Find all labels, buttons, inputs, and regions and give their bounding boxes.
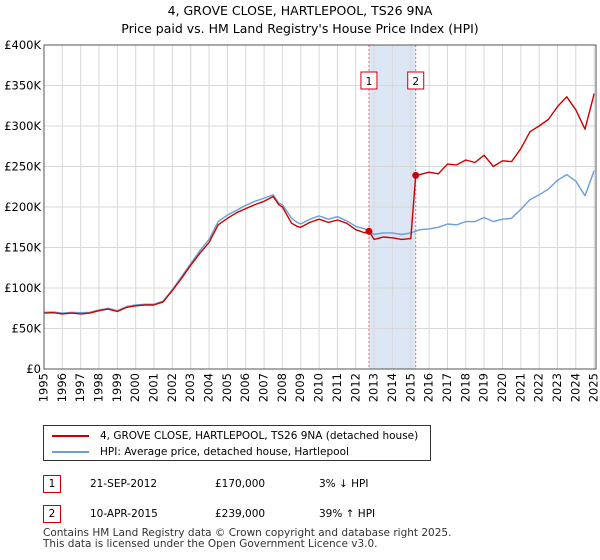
chart-legend: 4, GROVE CLOSE, HARTLEPOOL, TS26 9NA (de…	[43, 425, 431, 461]
chart-title: 4, GROVE CLOSE, HARTLEPOOL, TS26 9NA Pri…	[0, 2, 600, 38]
x-tick-label: 1998	[92, 373, 106, 402]
x-tick-label: 1999	[110, 373, 124, 402]
sale-price-2: £239,000	[215, 508, 266, 520]
legend-label-hpi: HPI: Average price, detached house, Hart…	[100, 446, 349, 458]
legend-swatch-property	[52, 435, 89, 437]
sale-hpi-2: 39% ↑ HPI	[319, 508, 376, 520]
x-tick-label: 1996	[55, 373, 69, 402]
x-tick-label: 2000	[128, 373, 142, 402]
x-tick-label: 2015	[403, 373, 417, 402]
footer-line2: This data is licensed under the Open Gov…	[43, 538, 378, 550]
x-tick-label: 1995	[37, 373, 51, 402]
plot-border	[43, 44, 597, 370]
y-tick-label: £100K	[4, 281, 41, 295]
property-price-line	[43, 93, 595, 315]
y-tick-label: £400K	[4, 38, 41, 52]
x-tick-label: 2013	[367, 373, 381, 402]
x-tick-label: 2019	[477, 373, 491, 402]
chart-title-line1: 4, GROVE CLOSE, HARTLEPOOL, TS26 9NA	[167, 3, 433, 18]
y-tick-label: £250K	[4, 160, 41, 174]
x-tick-label: 2024	[568, 373, 582, 402]
sale-1-label: 1	[366, 76, 373, 88]
x-tick-label: 2003	[183, 373, 197, 402]
legend-swatch-hpi	[52, 451, 89, 453]
sale-date-1: 21-SEP-2012	[90, 478, 158, 490]
x-tick-label: 2001	[147, 373, 161, 402]
x-tick-label: 2005	[220, 373, 234, 402]
y-tick-label: £50K	[12, 322, 42, 336]
x-tick-label: 2004	[202, 373, 216, 402]
sale-price-1: £170,000	[215, 478, 266, 490]
y-tick-label: £200K	[4, 200, 41, 214]
x-tick-label: 2020	[495, 373, 509, 402]
x-tick-label: 2021	[513, 373, 527, 402]
x-tick-label: 2018	[458, 373, 472, 402]
sale-hpi-1: 3% ↓ HPI	[319, 478, 369, 490]
footer-attribution: Contains HM Land Registry data © Crown c…	[43, 528, 451, 550]
x-tick-label: 2007	[257, 373, 271, 402]
x-tick-label: 1997	[73, 373, 87, 402]
hpi-line	[43, 170, 595, 314]
x-tick-label: 2012	[348, 373, 362, 402]
price-chart: £0 £50K £100K £150K £200K £250K £300K £350K £400…	[4, 38, 600, 402]
sale-date-2: 10-APR-2015	[90, 508, 158, 520]
footer-line1: Contains HM Land Registry data © Crown c…	[43, 527, 452, 539]
x-tick-label: 2014	[385, 373, 399, 402]
x-tick-label: 2010	[312, 373, 326, 402]
x-tick-label: 2009	[293, 373, 307, 402]
x-tick-label: 2008	[275, 373, 289, 402]
x-tick-label: 2025	[587, 373, 600, 402]
y-tick-label: £150K	[4, 241, 41, 255]
sale-2-point	[412, 171, 420, 179]
x-tick-label: 2017	[440, 373, 454, 402]
legend-label-property: 4, GROVE CLOSE, HARTLEPOOL, TS26 9NA (de…	[100, 430, 419, 442]
sale-marker-box-1: 1	[43, 475, 61, 493]
chart-title-line2: Price paid vs. HM Land Registry's House …	[121, 21, 479, 36]
y-tick-label: £350K	[4, 79, 41, 93]
y-tick-label: £0	[26, 362, 41, 376]
sale-1-label-box	[360, 71, 378, 90]
sale-1-point	[365, 227, 373, 235]
x-tick-label: 2016	[422, 373, 436, 402]
sale-2-label: 2	[412, 76, 419, 88]
x-tick-label: 2002	[165, 373, 179, 402]
y-tick-label: £300K	[4, 119, 41, 133]
x-tick-label: 2023	[550, 373, 564, 402]
x-tick-label: 2022	[532, 373, 546, 402]
x-tick-label: 2006	[238, 373, 252, 402]
sale-2-label-box	[407, 71, 425, 90]
x-tick-label: 2011	[330, 373, 344, 402]
sale-marker-box-2: 2	[43, 505, 61, 523]
